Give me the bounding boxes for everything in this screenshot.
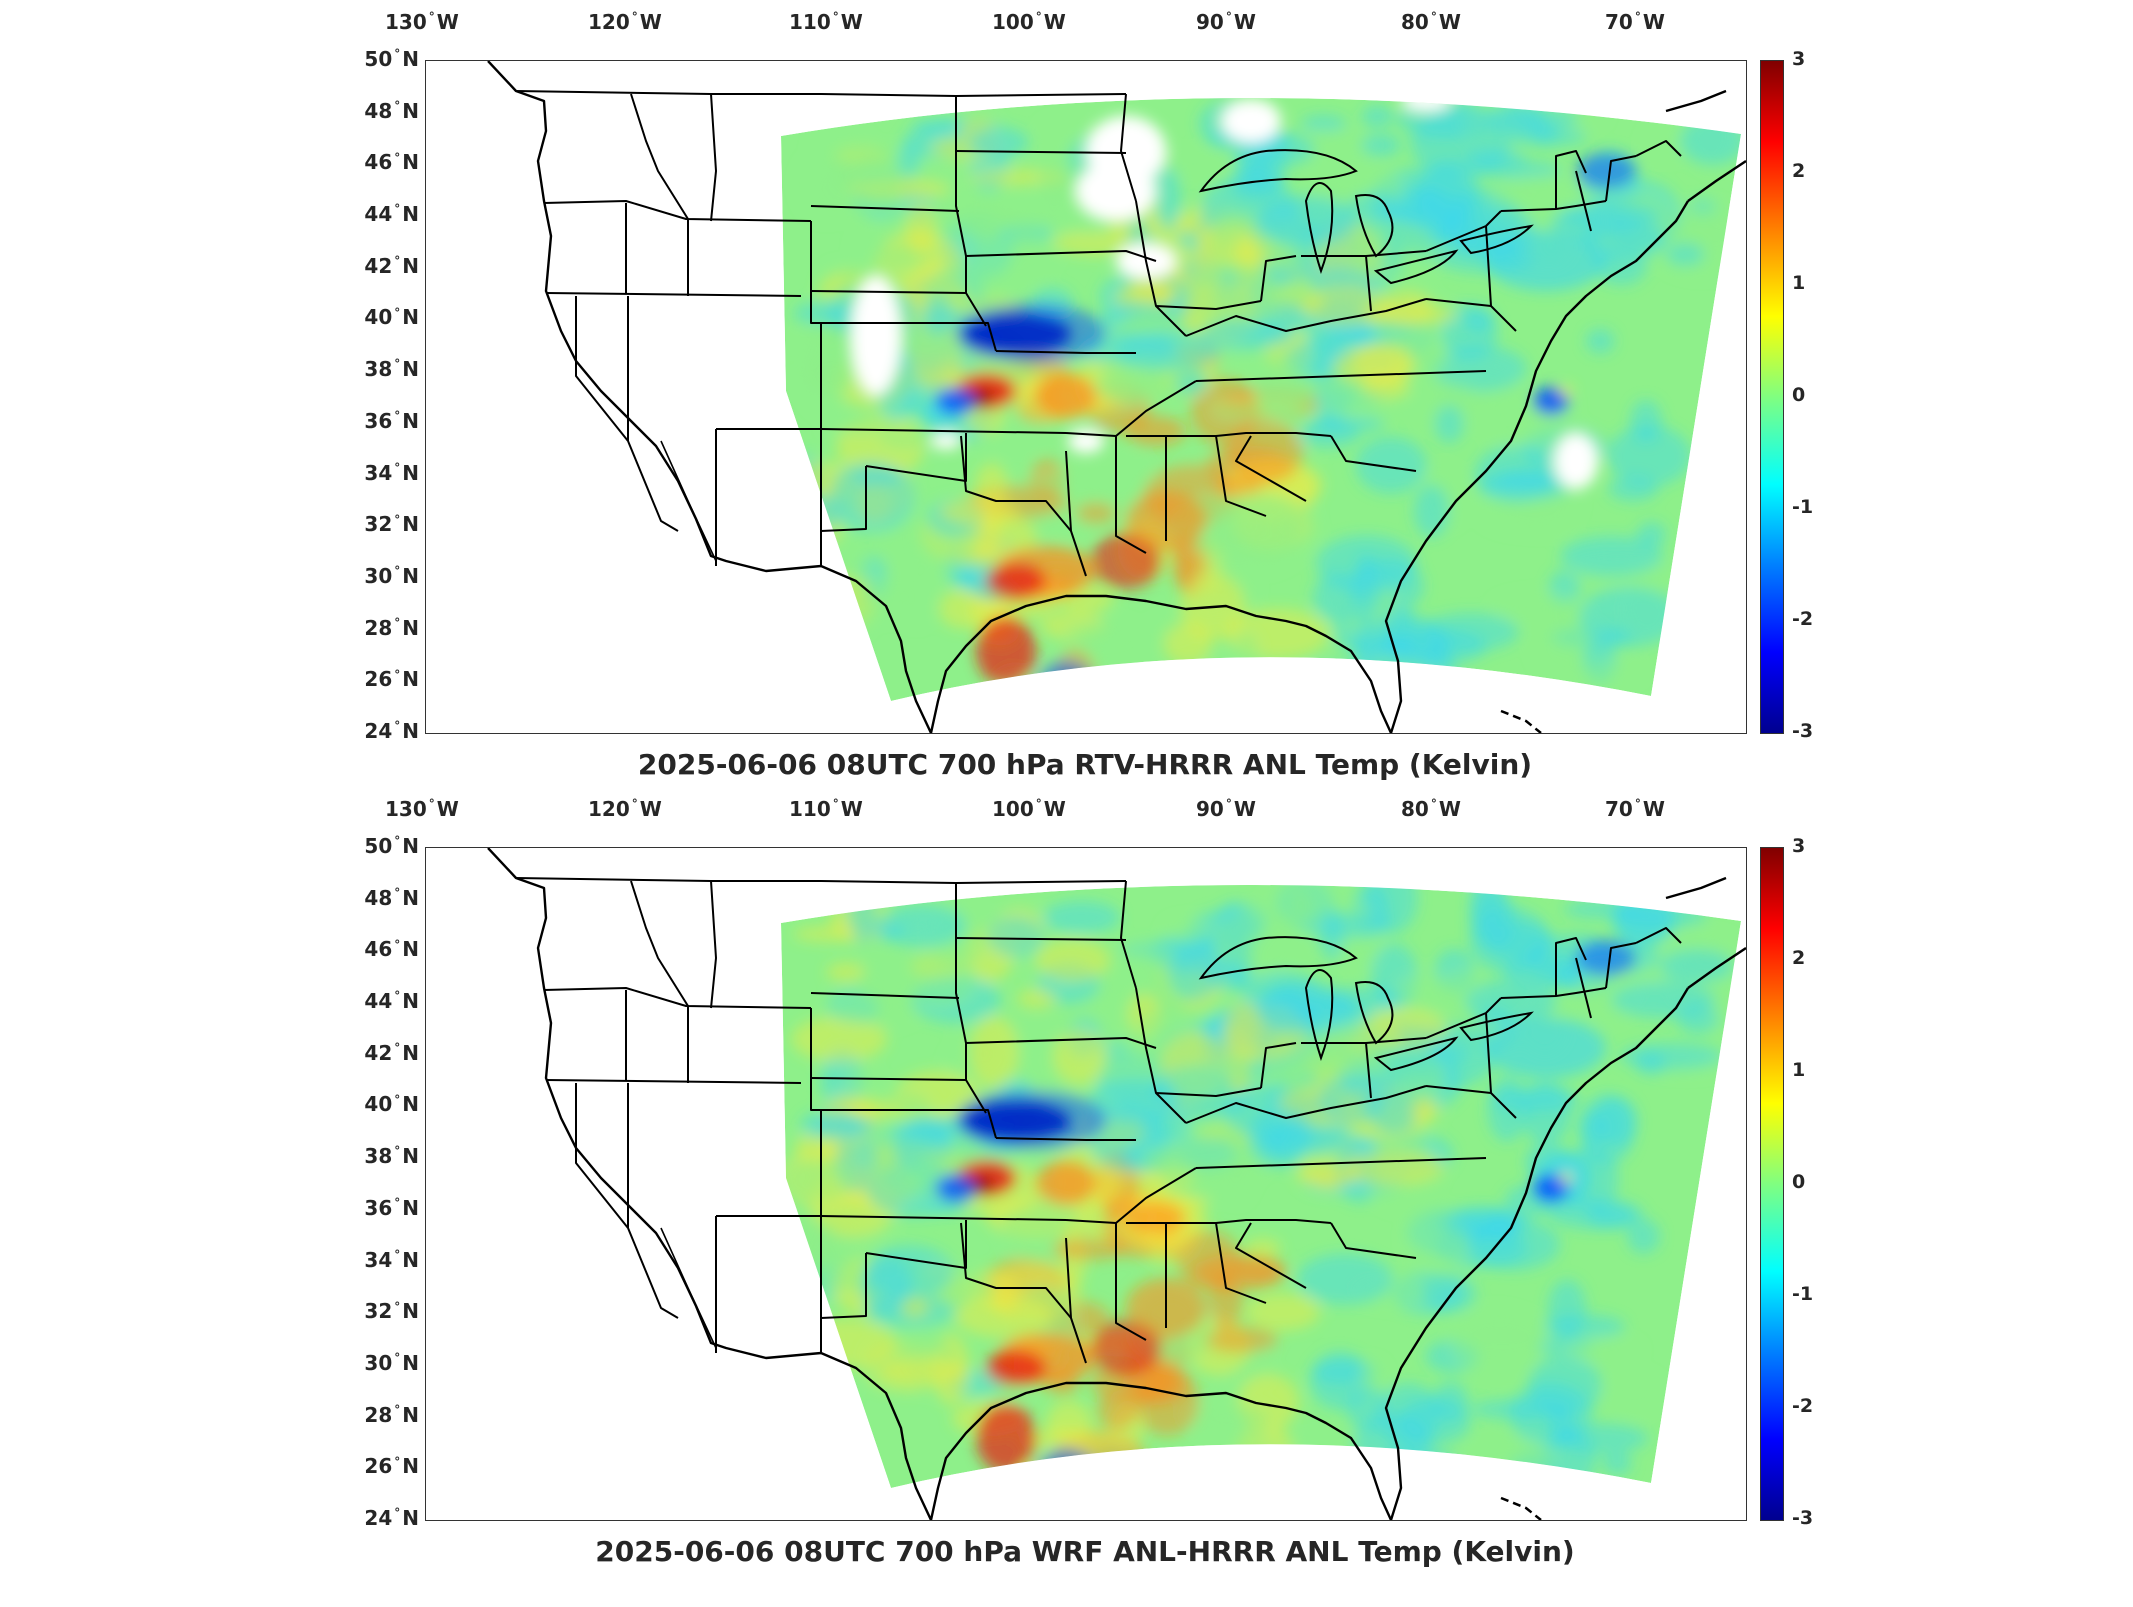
colorbar-tick-label: 1 [1792, 1059, 1806, 1081]
lon-tick-label: 70 ° W [1605, 797, 1665, 821]
colorbar [1760, 847, 1784, 1521]
lat-tick-label: 42 ° N [364, 1040, 419, 1065]
map-title: 2025-06-06 08UTC 700 hPa WRF ANL-HRRR AN… [595, 1535, 1575, 1568]
lat-tick-label: 36 ° N [364, 1195, 419, 1220]
lon-tick-label: 70 ° W [1605, 10, 1665, 34]
lon-tick-label: 120 ° W [588, 10, 662, 34]
lat-tick-label: 26 ° N [364, 667, 419, 692]
lat-tick-label: 32 ° N [364, 512, 419, 537]
colorbar [1760, 60, 1784, 734]
state-borders [487, 61, 1746, 733]
lon-tick-label: 100 ° W [992, 797, 1066, 821]
lon-tick-label: 130 ° W [385, 10, 459, 34]
lat-tick-label: 48 ° N [364, 885, 419, 910]
lon-tick-label: 120 ° W [588, 797, 662, 821]
colorbar-tick-label: -3 [1792, 720, 1814, 742]
colorbar-tick-label: -1 [1792, 1283, 1814, 1305]
colorbar-tick-label: 2 [1792, 947, 1806, 969]
colorbar-tick-label: -2 [1792, 608, 1814, 630]
colorbar-tick-label: 3 [1792, 48, 1806, 70]
lon-tick-label: 80 ° W [1401, 10, 1461, 34]
great-lakes [1198, 936, 1534, 1072]
map-plot-area [425, 847, 1747, 1521]
lat-tick-label: 24 ° N [364, 1506, 419, 1530]
lat-tick-label: 24 ° N [364, 719, 419, 743]
lon-tick-label: 100 ° W [992, 10, 1066, 34]
lat-tick-label: 26 ° N [364, 1454, 419, 1479]
temperature-anomaly-field [781, 884, 1741, 1489]
lon-tick-label: 90 ° W [1196, 797, 1256, 821]
colorbar-tick-label: -1 [1792, 496, 1814, 518]
bottom-panel: 130 ° W 120 ° W 110 ° W 100 ° W 90 ° W 80 ° W 70 ° W 50 ° N 48 ° N… [0, 797, 2133, 1607]
lat-tick-label: 50 ° N [364, 834, 419, 858]
lat-tick-label: 28 ° N [364, 1402, 419, 1427]
lat-tick-label: 46 ° N [364, 150, 419, 175]
state-borders [487, 848, 1746, 1520]
great-lakes [1198, 149, 1534, 285]
colorbar-tick-label: 3 [1792, 835, 1806, 857]
colorbar-tick-label: 2 [1792, 160, 1806, 182]
lat-tick-label: 42 ° N [364, 253, 419, 278]
colorbar-tick-label: -3 [1792, 1507, 1814, 1529]
lat-tick-label: 40 ° N [364, 1092, 419, 1117]
top-panel: 130 ° W 120 ° W 110 ° W 100 ° W 90 ° W 80 ° W 70 ° W 50 ° N 48 ° N… [0, 10, 2133, 820]
lon-tick-label: 110 ° W [789, 10, 863, 34]
lon-tick-label: 130 ° W [385, 797, 459, 821]
lat-tick-label: 44 ° N [364, 202, 419, 227]
lon-tick-label: 80 ° W [1401, 797, 1461, 821]
lat-tick-label: 36 ° N [364, 408, 419, 433]
lon-tick-label: 110 ° W [789, 797, 863, 821]
colorbar-tick-label: 1 [1792, 272, 1806, 294]
lat-tick-label: 46 ° N [364, 937, 419, 962]
colorbar-tick-label: -2 [1792, 1395, 1814, 1417]
lat-tick-label: 38 ° N [364, 357, 419, 382]
lat-tick-label: 30 ° N [364, 1350, 419, 1375]
colorbar-tick-label: 0 [1792, 1171, 1806, 1193]
lat-tick-label: 44 ° N [364, 989, 419, 1014]
map-title: 2025-06-06 08UTC 700 hPa RTV-HRRR ANL Te… [637, 748, 1533, 781]
lat-tick-label: 48 ° N [364, 98, 419, 123]
map-plot-area [425, 60, 1747, 734]
lat-tick-label: 34 ° N [364, 1247, 419, 1272]
lat-tick-label: 38 ° N [364, 1144, 419, 1169]
lon-tick-label: 90 ° W [1196, 10, 1256, 34]
lat-tick-label: 30 ° N [364, 563, 419, 588]
lat-tick-label: 40 ° N [364, 305, 419, 330]
lat-tick-label: 28 ° N [364, 615, 419, 640]
lat-tick-label: 32 ° N [364, 1299, 419, 1324]
colorbar-tick-label: 0 [1792, 384, 1806, 406]
lat-tick-label: 34 ° N [364, 460, 419, 485]
lat-tick-label: 50 ° N [364, 47, 419, 71]
temperature-anomaly-field [781, 97, 1741, 702]
